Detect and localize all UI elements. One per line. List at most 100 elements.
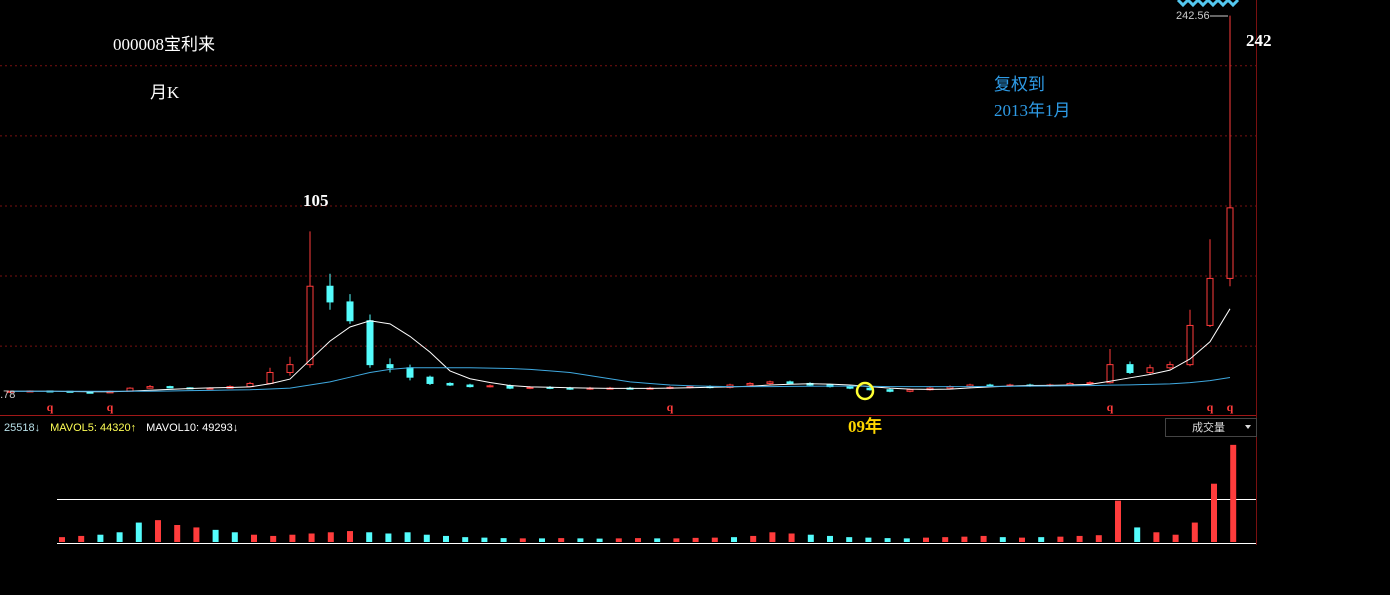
candle-body <box>1146 367 1154 373</box>
x-tick-label: q <box>1107 400 1114 414</box>
candle-body <box>306 285 314 366</box>
volume-bar <box>78 535 85 542</box>
candle-body <box>326 285 334 303</box>
candle-body <box>166 386 174 389</box>
peak-label: 105 <box>303 191 329 210</box>
x-tick-label: q <box>1227 400 1234 414</box>
chart-title: 000008宝利来 <box>113 35 215 54</box>
volume-bar <box>366 532 373 542</box>
volume-bar <box>846 537 853 542</box>
volume-bar <box>1134 527 1141 542</box>
volume-bar <box>500 538 507 542</box>
peak-label: 242 <box>1246 31 1272 50</box>
volume-bar <box>539 538 545 542</box>
volume-bar <box>731 537 737 542</box>
volume-bar <box>1057 536 1064 542</box>
volume-bar <box>481 537 488 542</box>
candle-body <box>486 385 494 388</box>
volume-bar <box>347 531 353 542</box>
volume-bar <box>558 538 565 542</box>
volume-bar <box>750 535 757 542</box>
dropdown-arrow[interactable] <box>1245 425 1251 429</box>
volume-bar <box>1038 537 1045 542</box>
volume-bar <box>289 534 296 542</box>
volume-bar <box>1095 535 1102 542</box>
volume-bar <box>193 527 200 542</box>
volume-bar <box>443 535 449 542</box>
candle-body <box>906 389 914 392</box>
volume-bar <box>1191 522 1198 542</box>
candle-body <box>526 386 534 389</box>
volume-bar <box>462 537 469 542</box>
volume-bar <box>903 538 910 542</box>
adjust-note: 复权到 <box>994 75 1045 94</box>
volume-legend: 25518↓ <box>4 422 40 434</box>
volume-legend: MAVOL10: 49293↓ <box>146 422 238 434</box>
volume-bar <box>1115 500 1121 542</box>
candle-body <box>766 381 774 384</box>
candle-body <box>366 320 374 366</box>
volume-bar <box>654 538 661 542</box>
candle-body <box>426 376 434 384</box>
candle-body <box>146 386 154 389</box>
volume-bar <box>692 537 699 542</box>
volume-bar <box>923 537 929 542</box>
volume-bar <box>673 538 680 542</box>
candle-body <box>1186 324 1194 366</box>
volume-bar <box>980 535 987 542</box>
candle-body <box>506 385 514 389</box>
candle-body <box>86 391 94 394</box>
indicator-select[interactable] <box>1165 418 1257 437</box>
candle-body <box>386 364 394 369</box>
volume-bar <box>999 537 1006 542</box>
volume-bar <box>231 532 238 542</box>
volume-bar <box>961 536 968 542</box>
volume-bar <box>1076 535 1083 542</box>
candle-body <box>1226 207 1234 279</box>
candle-body <box>886 389 894 392</box>
candle-body <box>786 381 794 384</box>
candle-body <box>446 382 454 386</box>
x-tick-label: q <box>107 400 114 414</box>
candle-body <box>466 384 474 388</box>
candle-body <box>1126 364 1134 373</box>
adjust-note: 2013年1月 <box>994 101 1071 120</box>
volume-bar <box>1153 532 1160 542</box>
candle-body <box>846 386 854 389</box>
x-tick-label: q <box>1207 400 1214 414</box>
volume-bar <box>884 538 891 542</box>
candle-body <box>346 301 354 322</box>
volume-bar <box>251 534 257 542</box>
volume-bar <box>769 532 776 542</box>
volume-bar <box>59 537 65 542</box>
volume-bar <box>155 520 161 542</box>
candle-body <box>566 387 574 390</box>
candle-body <box>746 382 754 386</box>
volume-bar <box>174 525 181 542</box>
volume-bar <box>308 533 315 542</box>
volume-bar <box>385 533 392 542</box>
volume-bar <box>788 533 795 542</box>
candle-body <box>1086 382 1094 385</box>
year-label: 09年 <box>848 416 882 436</box>
candle-body <box>1106 364 1114 384</box>
volume-bar <box>97 534 104 542</box>
candle-body <box>406 367 414 378</box>
volume-bar <box>1019 537 1025 542</box>
volume-bar <box>327 532 334 542</box>
volume-bar <box>116 532 123 542</box>
volume-bar <box>404 532 411 542</box>
indicator-select-label[interactable]: 成交量 <box>1192 420 1225 434</box>
volume-bar <box>865 537 872 542</box>
volume-bar <box>519 538 526 542</box>
volume-bar <box>1172 534 1179 542</box>
moving-average <box>10 367 1231 392</box>
highlight-circle <box>855 381 875 401</box>
volume-bar <box>212 529 219 542</box>
x-tick-label: q <box>47 400 54 414</box>
candle-body <box>286 364 294 373</box>
volume-bar <box>135 522 142 542</box>
volume-bar <box>1230 444 1237 542</box>
